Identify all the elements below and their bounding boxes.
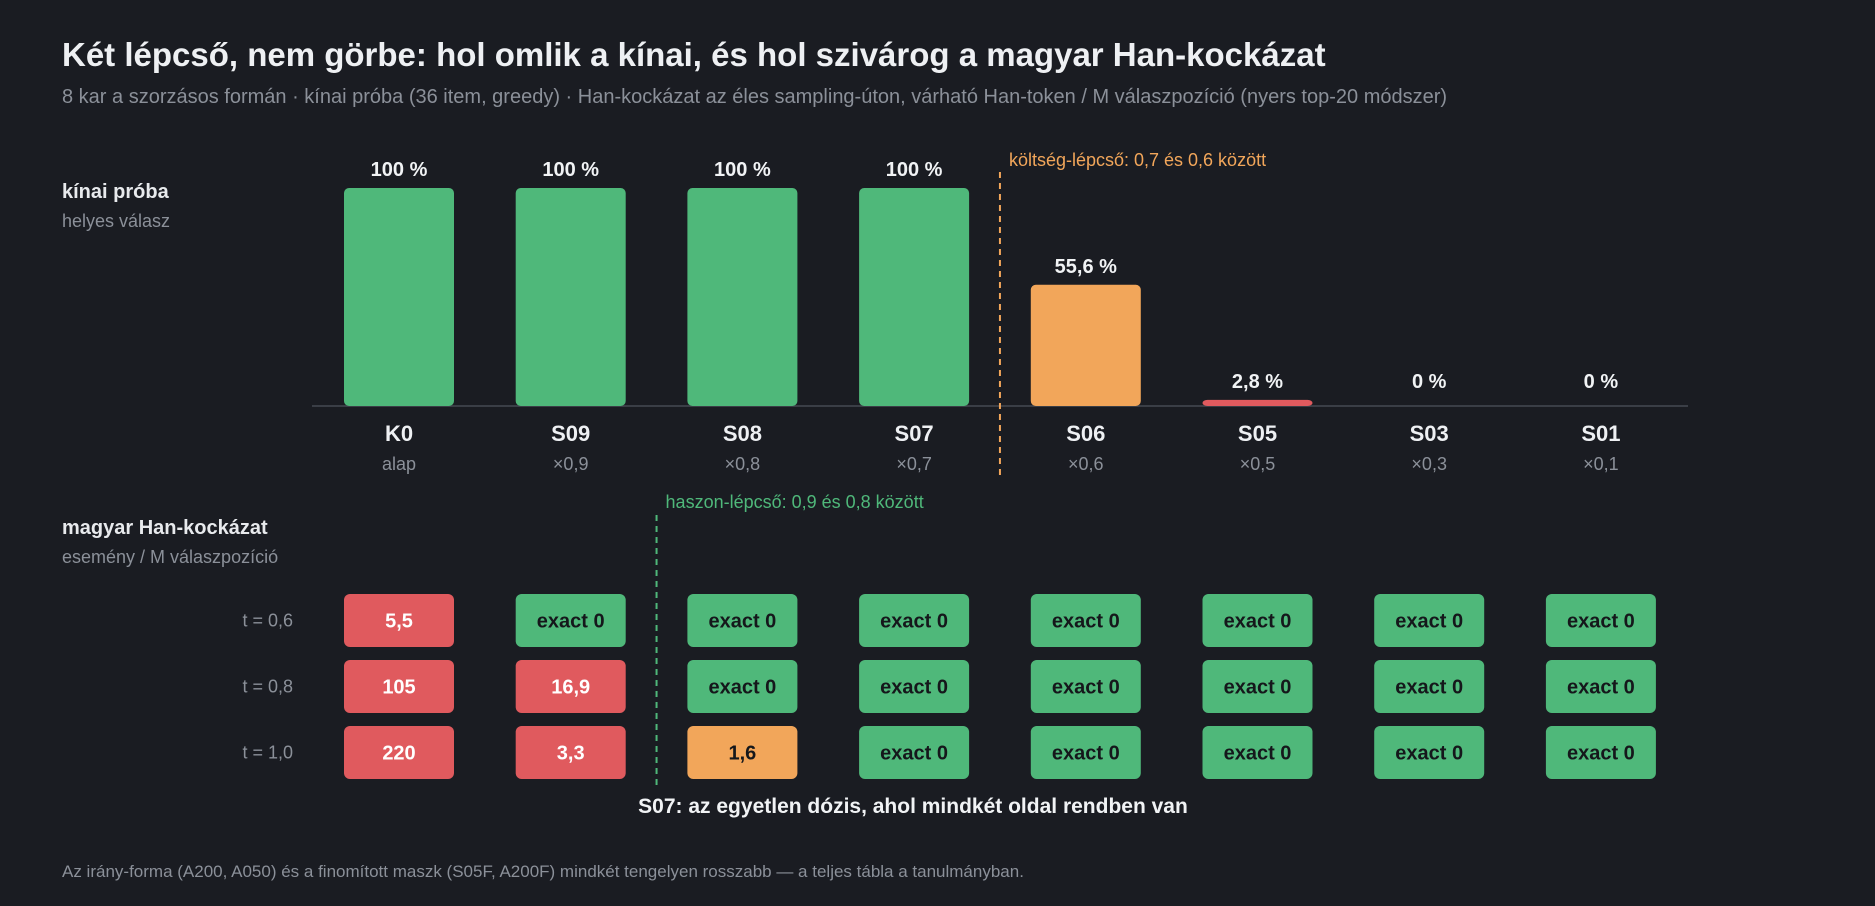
cell-value-2-s05: exact 0 — [1224, 743, 1292, 765]
category-sublabel-s06: ×0,6 — [1068, 454, 1104, 474]
cell-1-s08 — [687, 660, 798, 713]
row-label-0: t = 0,6 — [242, 611, 293, 631]
cell-1-s06 — [1030, 660, 1141, 713]
cell-2-s05 — [1202, 726, 1313, 779]
cell-value-0-k0: 5,5 — [385, 611, 413, 633]
bar-value-label-s03: 0 % — [1412, 371, 1447, 393]
category-label-s06: S06 — [1066, 421, 1105, 446]
category-label-s05: S05 — [1238, 421, 1277, 446]
cell-value-1-s06: exact 0 — [1052, 677, 1120, 699]
cell-2-k0 — [344, 726, 454, 779]
cell-value-1-s07: exact 0 — [880, 677, 948, 699]
category-sublabel-s09: ×0,9 — [553, 454, 589, 474]
chart-title: Két lépcső, nem görbe: hol omlik a kínai… — [62, 36, 1326, 73]
cell-value-1-s05: exact 0 — [1224, 677, 1292, 699]
bar-value-label-s06: 55,6 % — [1055, 256, 1117, 278]
category-sublabel-s07: ×0,7 — [896, 454, 932, 474]
category-label-s03: S03 — [1410, 421, 1449, 446]
cost-step-annotation: költség-lépcső: 0,7 és 0,6 között — [1009, 150, 1266, 170]
chart-subtitle: 8 kar a szorzásos formán · kínai próba (… — [62, 86, 1448, 108]
bar-s05 — [1202, 399, 1313, 406]
cell-value-0-s05: exact 0 — [1224, 611, 1292, 633]
cell-2-s09 — [515, 726, 626, 779]
cell-2-s06 — [1030, 726, 1141, 779]
cell-value-0-s03: exact 0 — [1395, 611, 1463, 633]
category-label-k0: K0 — [385, 421, 413, 446]
cell-value-2-s07: exact 0 — [880, 743, 948, 765]
cell-2-s01 — [1545, 726, 1656, 779]
panel-sublabel-han-risk: esemény / M válaszpozíció — [62, 547, 279, 567]
benefit-step-annotation: haszon-lépcső: 0,9 és 0,8 között — [666, 492, 924, 512]
bar-s06 — [1030, 284, 1141, 406]
cell-value-1-s08: exact 0 — [708, 677, 776, 699]
cell-value-0-s08: exact 0 — [708, 611, 776, 633]
cell-1-s03 — [1374, 660, 1485, 713]
bar-s09 — [515, 188, 626, 406]
panel-sublabel-chinese: helyes válasz — [62, 211, 171, 231]
category-label-s07: S07 — [895, 421, 934, 446]
cell-value-1-k0: 105 — [382, 677, 415, 699]
cell-0-s06 — [1030, 594, 1141, 647]
cell-value-1-s09: 16,9 — [551, 677, 590, 699]
bar-value-label-s01: 0 % — [1584, 371, 1619, 393]
cell-value-0-s06: exact 0 — [1052, 611, 1120, 633]
category-label-s09: S09 — [551, 421, 590, 446]
bar-value-label-s07: 100 % — [886, 159, 943, 181]
cell-1-s07 — [859, 660, 970, 713]
cell-value-2-s03: exact 0 — [1395, 743, 1463, 765]
cell-value-1-s01: exact 0 — [1567, 677, 1635, 699]
callout-s07: S07: az egyetlen dózis, ahol mindkét old… — [638, 795, 1188, 818]
cell-1-s05 — [1202, 660, 1313, 713]
category-label-s08: S08 — [723, 421, 762, 446]
cell-value-2-s08: 1,6 — [728, 743, 756, 765]
category-label-s01: S01 — [1581, 421, 1620, 446]
cell-value-2-s09: 3,3 — [557, 743, 585, 765]
panel-label-chinese: kínai próba — [62, 181, 169, 203]
cell-value-2-s06: exact 0 — [1052, 743, 1120, 765]
bar-s07 — [859, 188, 970, 406]
footer-note: Az irány-forma (A200, A050) és a finomít… — [62, 862, 1024, 881]
cell-0-s08 — [687, 594, 798, 647]
cell-0-s05 — [1202, 594, 1313, 647]
cell-0-s07 — [859, 594, 970, 647]
cell-value-1-s03: exact 0 — [1395, 677, 1463, 699]
cell-value-0-s01: exact 0 — [1567, 611, 1635, 633]
row-label-2: t = 1,0 — [242, 743, 293, 763]
cell-value-2-s01: exact 0 — [1567, 743, 1635, 765]
bar-value-label-k0: 100 % — [371, 159, 428, 181]
bar-k0 — [344, 188, 454, 406]
cell-value-2-k0: 220 — [382, 743, 415, 765]
panel-label-han-risk: magyar Han-kockázat — [62, 517, 268, 539]
category-sublabel-s05: ×0,5 — [1240, 454, 1276, 474]
cell-1-k0 — [344, 660, 454, 713]
cell-1-s01 — [1545, 660, 1656, 713]
cell-2-s03 — [1374, 726, 1485, 779]
row-label-1: t = 0,8 — [242, 677, 293, 697]
bar-value-label-s09: 100 % — [542, 159, 599, 181]
cell-2-s07 — [859, 726, 970, 779]
cell-0-k0 — [344, 594, 454, 647]
cell-0-s09 — [515, 594, 626, 647]
cell-1-s09 — [515, 660, 626, 713]
bar-value-label-s08: 100 % — [714, 159, 771, 181]
category-sublabel-k0: alap — [382, 454, 416, 474]
cell-0-s03 — [1374, 594, 1485, 647]
cell-value-0-s09: exact 0 — [537, 611, 605, 633]
cell-value-0-s07: exact 0 — [880, 611, 948, 633]
cell-0-s01 — [1545, 594, 1656, 647]
category-sublabel-s01: ×0,1 — [1583, 454, 1619, 474]
cell-2-s08 — [687, 726, 798, 779]
category-sublabel-s08: ×0,8 — [725, 454, 761, 474]
bar-s08 — [687, 188, 798, 406]
bar-value-label-s05: 2,8 % — [1232, 371, 1283, 393]
category-sublabel-s03: ×0,3 — [1411, 454, 1447, 474]
